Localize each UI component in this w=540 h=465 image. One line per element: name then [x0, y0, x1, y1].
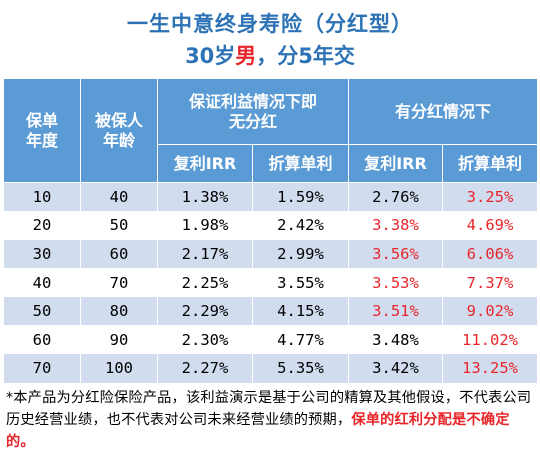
cell-guaranteed-irr: 2.25%: [157, 268, 253, 297]
cell-dividend-irr: 3.53%: [348, 268, 443, 297]
cell-insured-age: 40: [80, 182, 158, 212]
cell-policy-year: 30: [3, 239, 81, 269]
table-row: 30 60 2.17% 2.99% 3.56% 6.06%: [3, 239, 539, 269]
cell-policy-year: 40: [3, 268, 81, 297]
subtitle-age: 30岁: [185, 44, 236, 68]
cell-guaranteed-irr: 2.17%: [157, 239, 253, 269]
cell-guaranteed-simple: 5.35%: [252, 354, 349, 383]
page-subtitle: 30岁男，分5年交: [0, 40, 540, 70]
table-row: 50 80 2.29% 4.15% 3.51% 9.02%: [3, 296, 539, 326]
cell-guaranteed-irr: 2.30%: [157, 325, 253, 355]
cell-guaranteed-irr: 1.38%: [157, 182, 253, 212]
cell-policy-year: 10: [3, 182, 81, 212]
table-row: 40 70 2.25% 3.55% 3.53% 7.37%: [3, 268, 539, 297]
title-block: 一生中意终身寿险（分红型） 30岁男，分5年交: [0, 0, 540, 78]
cell-guaranteed-simple: 1.59%: [252, 182, 349, 212]
header-dividend: 有分红情况下: [347, 78, 539, 145]
cell-policy-year: 20: [3, 211, 81, 240]
cell-dividend-simple: 7.37%: [441, 268, 539, 297]
table-row: 20 50 1.98% 2.42% 3.38% 4.69%: [3, 211, 539, 240]
cell-dividend-irr: 3.56%: [348, 239, 443, 269]
footnote-highlight: 保单的红利分配是不确定的。: [6, 412, 510, 450]
page-title: 一生中意终身寿险（分红型）: [127, 12, 413, 36]
table-body: 10 40 1.38% 1.59% 2.76% 3.25% 20 50 1.98% 2.42% 3.…: [3, 182, 539, 383]
header-guaranteed: 保证利益情况下即无分红: [157, 78, 349, 145]
cell-dividend-simple: 13.25%: [441, 354, 539, 383]
footnote-text: *本产品为分红险保险产品，该利益演示是基于公司的精算及其他假设，不代表公司历史经…: [6, 390, 532, 428]
cell-dividend-simple: 6.06%: [441, 239, 539, 269]
header-guaranteed-simple: 折算单利: [252, 144, 349, 183]
cell-guaranteed-irr: 2.29%: [157, 296, 253, 326]
cell-dividend-simple: 3.25%: [441, 182, 539, 212]
cell-dividend-irr: 2.76%: [348, 182, 443, 212]
cell-insured-age: 50: [80, 211, 158, 240]
table-row: 10 40 1.38% 1.59% 2.76% 3.25%: [3, 182, 539, 212]
cell-dividend-irr: 3.48%: [348, 325, 443, 355]
cell-insured-age: 100: [80, 354, 158, 383]
cell-dividend-irr: 3.42%: [348, 354, 443, 383]
cell-dividend-irr: 3.51%: [348, 296, 443, 326]
cell-policy-year: 70: [3, 354, 81, 383]
header-policy-year: 保单年度: [3, 78, 81, 183]
header-dividend-simple: 折算单利: [441, 144, 539, 183]
cell-guaranteed-irr: 1.98%: [157, 211, 253, 240]
cell-insured-age: 60: [80, 239, 158, 269]
header-insured-age: 被保人年龄: [80, 78, 158, 183]
cell-dividend-simple: 9.02%: [441, 296, 539, 326]
cell-insured-age: 80: [80, 296, 158, 326]
cell-guaranteed-simple: 2.99%: [252, 239, 349, 269]
subtitle-payment: ，分5年交: [256, 44, 355, 68]
subtitle-gender: 男: [235, 44, 257, 68]
table-row: 70 100 2.27% 5.35% 3.42% 13.25%: [3, 354, 539, 383]
cell-dividend-simple: 4.69%: [441, 211, 539, 240]
header-guaranteed-irr: 复利IRR: [157, 144, 253, 183]
benefit-table: 保单年度 被保人年龄 保证利益情况下即无分红 有分红情况下 复利IRR 折算单利…: [3, 78, 539, 383]
cell-policy-year: 50: [3, 296, 81, 326]
cell-policy-year: 60: [3, 325, 81, 355]
cell-insured-age: 90: [80, 325, 158, 355]
table-row: 60 90 2.30% 4.77% 3.48% 11.02%: [3, 325, 539, 355]
cell-insured-age: 70: [80, 268, 158, 297]
cell-dividend-irr: 3.38%: [348, 211, 443, 240]
cell-guaranteed-simple: 3.55%: [252, 268, 349, 297]
cell-dividend-simple: 11.02%: [441, 325, 539, 355]
footnote: *本产品为分红险保险产品，该利益演示是基于公司的精算及其他假设，不代表公司历史经…: [6, 387, 536, 453]
cell-guaranteed-simple: 4.77%: [252, 325, 349, 355]
cell-guaranteed-simple: 2.42%: [252, 211, 349, 240]
cell-guaranteed-simple: 4.15%: [252, 296, 349, 326]
header-dividend-irr: 复利IRR: [348, 144, 443, 183]
cell-guaranteed-irr: 2.27%: [157, 354, 253, 383]
